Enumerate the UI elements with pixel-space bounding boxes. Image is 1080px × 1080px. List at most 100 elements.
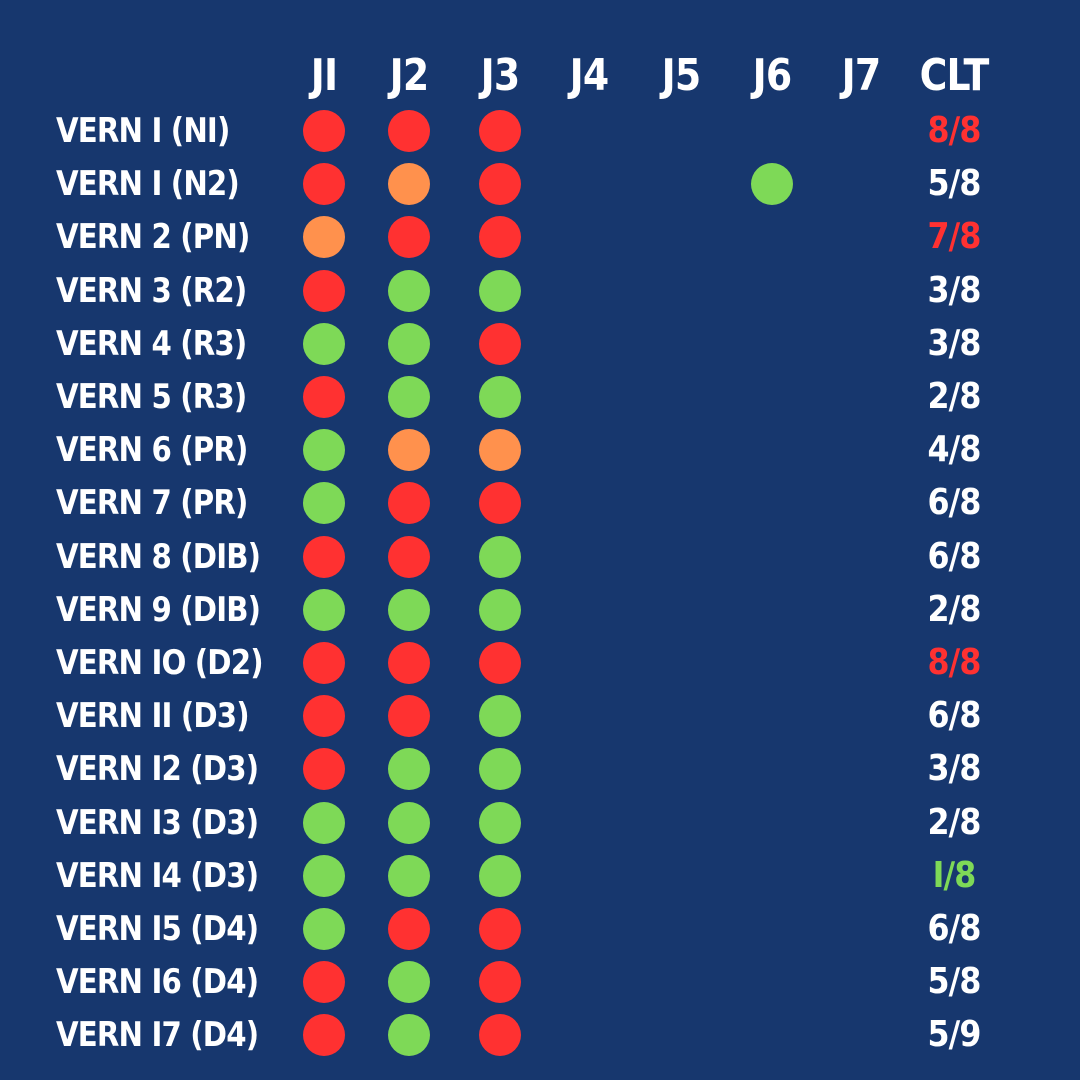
clt-value: 3/8 <box>927 269 981 311</box>
green-result-dot <box>751 163 793 206</box>
clt-value: 5/8 <box>927 961 981 1003</box>
column-header-2: J2 <box>389 50 430 101</box>
green-result-dot <box>388 1014 430 1057</box>
column-header-4: J4 <box>569 50 610 101</box>
green-result-dot <box>388 854 430 897</box>
red-result-dot <box>479 110 521 152</box>
team-row: VERN 9 (DIB) 2/8 <box>0 584 1080 636</box>
green-result-dot <box>303 588 345 631</box>
red-result-dot <box>388 642 430 684</box>
row-label: VERN 9 (DIB) <box>56 589 261 630</box>
team-row: VERN 8 (DIB) 6/8 <box>0 531 1080 583</box>
red-result-dot <box>479 163 521 206</box>
column-header-clt: CLT <box>919 50 990 101</box>
red-result-dot <box>388 482 430 525</box>
red-result-dot <box>303 110 345 152</box>
red-result-dot <box>479 908 521 950</box>
team-row: VERN I3 (D3) 2/8 <box>0 797 1080 849</box>
column-header-row: JI J2 J3 J4 J5 J6 J7 CLT <box>0 50 1080 102</box>
red-result-dot <box>303 163 345 206</box>
team-row: VERN I5 (D4) 6/8 <box>0 903 1080 955</box>
red-result-dot <box>303 376 345 418</box>
row-label: VERN I4 (D3) <box>56 855 259 896</box>
red-result-dot <box>479 322 521 365</box>
red-result-dot <box>388 908 430 950</box>
row-label: VERN 6 (PR) <box>56 430 248 471</box>
red-result-dot <box>388 110 430 152</box>
row-label: VERN 7 (PR) <box>56 483 248 524</box>
team-row: VERN 6 (PR) 4/8 <box>0 424 1080 476</box>
clt-value: 7/8 <box>927 216 981 258</box>
clt-value: 6/8 <box>927 535 981 577</box>
team-row: VERN I2 (D3) 3/8 <box>0 743 1080 795</box>
row-label: VERN 2 (PN) <box>56 217 250 258</box>
team-row: VERN I (NI) 8/8 <box>0 105 1080 157</box>
green-result-dot <box>479 269 521 312</box>
green-result-dot <box>479 376 521 418</box>
column-header-7: J7 <box>841 50 882 101</box>
team-row: VERN I6 (D4) 5/8 <box>0 956 1080 1008</box>
row-label: VERN I3 (D3) <box>56 802 259 843</box>
red-result-dot <box>479 961 521 1004</box>
row-label: VERN I5 (D4) <box>56 909 259 949</box>
clt-value: 5/8 <box>927 163 981 205</box>
clt-value: 8/8 <box>927 110 981 151</box>
green-result-dot <box>303 429 345 472</box>
clt-value: 6/8 <box>927 695 981 737</box>
red-result-dot <box>479 642 521 684</box>
red-result-dot <box>479 1014 521 1057</box>
orange-result-dot <box>303 216 345 259</box>
green-result-dot <box>479 854 521 897</box>
green-result-dot <box>388 748 430 791</box>
green-result-dot <box>388 322 430 365</box>
green-result-dot <box>303 908 345 950</box>
red-result-dot <box>303 748 345 791</box>
team-row: VERN I (N2) 5/8 <box>0 158 1080 210</box>
red-result-dot <box>303 642 345 684</box>
green-result-dot <box>479 588 521 631</box>
row-label: VERN 3 (R2) <box>56 270 247 311</box>
clt-value: 2/8 <box>927 801 981 843</box>
team-row: VERN 5 (R3) 2/8 <box>0 371 1080 423</box>
team-row: VERN II (D3) 6/8 <box>0 690 1080 742</box>
clt-value: 2/8 <box>927 588 981 630</box>
green-result-dot <box>303 854 345 897</box>
red-result-dot <box>303 269 345 312</box>
row-label: VERN II (D3) <box>56 696 250 737</box>
orange-result-dot <box>388 163 430 206</box>
green-result-dot <box>479 535 521 578</box>
red-result-dot <box>388 535 430 578</box>
red-result-dot <box>303 961 345 1004</box>
clt-value: I/8 <box>932 854 977 896</box>
red-result-dot <box>388 695 430 738</box>
green-result-dot <box>479 801 521 844</box>
row-label: VERN IO (D2) <box>56 643 264 683</box>
team-row: VERN 3 (R2) 3/8 <box>0 265 1080 317</box>
column-header-1: JI <box>310 50 338 101</box>
column-header-3: J3 <box>480 50 521 101</box>
clt-value: 4/8 <box>927 429 981 471</box>
row-label: VERN I (NI) <box>56 111 230 151</box>
green-result-dot <box>479 748 521 791</box>
team-row: VERN I7 (D4) 5/9 <box>0 1009 1080 1061</box>
row-label: VERN I6 (D4) <box>56 962 259 1003</box>
row-label: VERN I2 (D3) <box>56 749 259 790</box>
clt-value: 2/8 <box>927 376 981 417</box>
green-result-dot <box>479 695 521 738</box>
column-header-6: J6 <box>752 50 793 101</box>
team-row: VERN 2 (PN) 7/8 <box>0 211 1080 263</box>
green-result-dot <box>303 322 345 365</box>
clt-value: 3/8 <box>927 322 981 364</box>
team-row: VERN IO (D2) 8/8 <box>0 637 1080 689</box>
row-label: VERN 5 (R3) <box>56 377 247 417</box>
row-label: VERN I (N2) <box>56 164 240 205</box>
red-result-dot <box>303 1014 345 1057</box>
clt-value: 5/9 <box>927 1014 981 1056</box>
team-row: VERN 4 (R3) 3/8 <box>0 318 1080 370</box>
team-row: VERN 7 (PR) 6/8 <box>0 477 1080 529</box>
column-header-5: J5 <box>661 50 702 101</box>
row-label: VERN 8 (DIB) <box>56 536 261 577</box>
green-result-dot <box>388 961 430 1004</box>
clt-value: 6/8 <box>927 482 981 524</box>
